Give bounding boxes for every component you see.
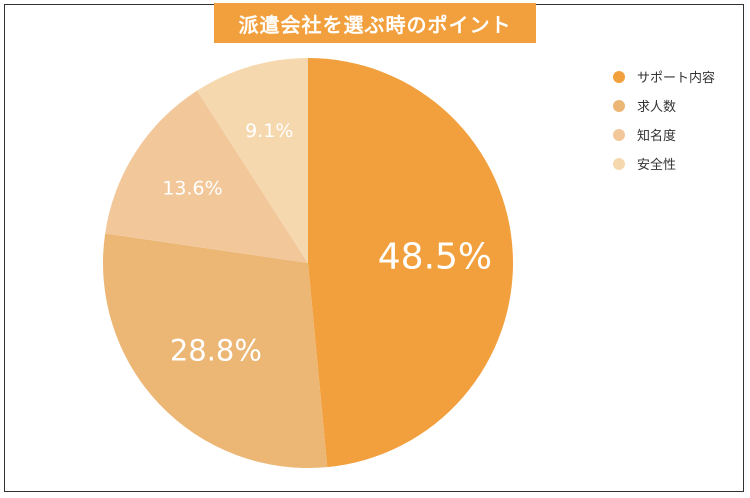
legend-swatch bbox=[613, 128, 625, 141]
legend-label: 求人数 bbox=[637, 100, 677, 115]
legend-label: サポート内容 bbox=[637, 71, 716, 86]
legend-item: 求人数 bbox=[613, 91, 715, 120]
legend-label: 安全性 bbox=[637, 158, 677, 173]
legend: サポート内容 求人数 知名度 安全性 bbox=[613, 62, 715, 178]
legend-item: 知名度 bbox=[613, 120, 715, 149]
legend-swatch bbox=[613, 157, 625, 170]
legend-swatch bbox=[613, 70, 625, 83]
slice-value-label: 48.5% bbox=[378, 237, 492, 278]
slice-value-label: 9.1% bbox=[245, 120, 293, 142]
slice-value-label: 13.6% bbox=[162, 178, 222, 200]
pie-slice bbox=[308, 57, 514, 468]
slice-value-label: 28.8% bbox=[170, 334, 262, 368]
legend-item: サポート内容 bbox=[613, 62, 715, 91]
pie-slice bbox=[103, 233, 328, 468]
legend-item: 安全性 bbox=[613, 149, 715, 178]
legend-swatch bbox=[613, 99, 625, 112]
legend-label: 知名度 bbox=[637, 129, 677, 144]
pie-slice bbox=[105, 90, 308, 264]
pie-slice bbox=[197, 58, 308, 263]
chart-title: 派遣会社を選ぶ時のポイント bbox=[214, 3, 536, 43]
